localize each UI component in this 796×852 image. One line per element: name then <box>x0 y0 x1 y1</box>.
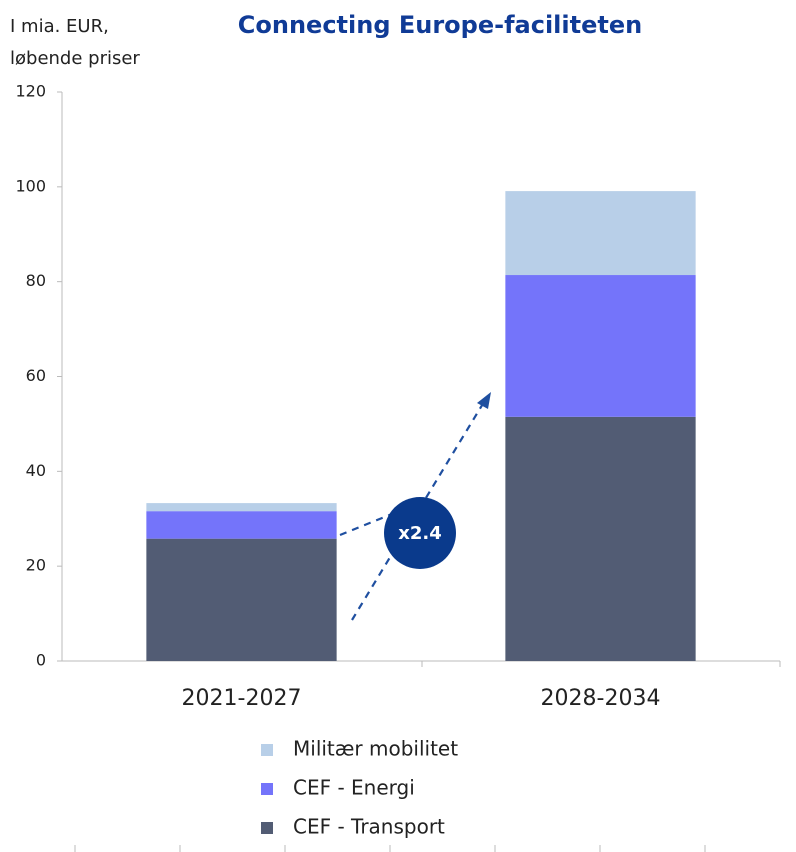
bar-segment <box>146 511 337 539</box>
arrow-head <box>477 392 491 409</box>
legend-swatch <box>261 822 273 834</box>
annotation: x2.4 <box>398 523 442 544</box>
y-tick-label: 80 <box>26 271 46 290</box>
y-tick-label: 20 <box>26 556 46 575</box>
y-axis-title: I mia. EUR, <box>10 16 109 37</box>
bar-segment <box>505 191 696 276</box>
y-tick-label: 40 <box>26 461 46 480</box>
legend-swatch <box>261 744 273 756</box>
legend-swatch <box>261 783 273 795</box>
chart-title: Connecting Europe-faciliteten <box>238 11 642 39</box>
x-tick-label: 2021-2027 <box>182 686 302 711</box>
bar-segment <box>146 538 337 661</box>
bar-segment <box>505 416 696 661</box>
y-tick-label: 60 <box>26 366 46 385</box>
bar-segment <box>146 503 337 512</box>
y-tick-label: 120 <box>15 82 46 101</box>
legend-label: CEF - Transport <box>293 815 445 839</box>
y-tick-label: 100 <box>15 176 46 195</box>
x-tick-label: 2028-2034 <box>541 686 661 711</box>
legend-label: CEF - Energi <box>293 776 415 800</box>
decor-ticks <box>74 845 706 852</box>
legend-label: Militær mobilitet <box>293 737 458 761</box>
y-axis-title: løbende priser <box>10 48 140 69</box>
growth-arrow <box>339 401 485 621</box>
bar-segment <box>505 275 696 417</box>
y-tick-label: 0 <box>36 651 46 670</box>
annotation-circle <box>384 497 456 569</box>
